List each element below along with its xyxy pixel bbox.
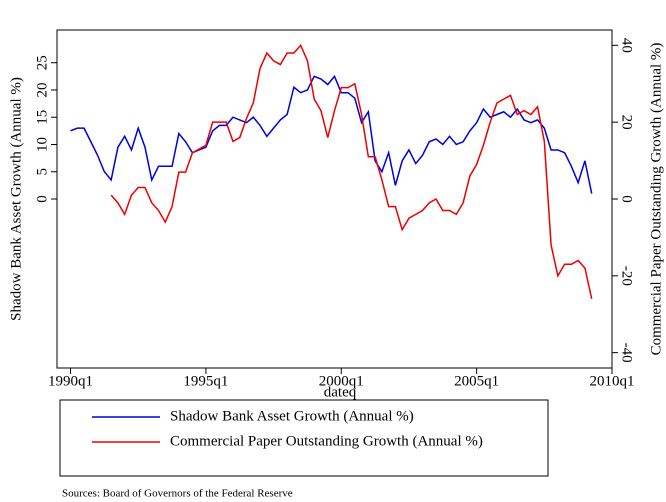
y2-tick-label: -40 [619, 343, 635, 363]
legend [59, 399, 549, 477]
x-tick-label: 2000q1 [319, 373, 364, 389]
legend-label: Shadow Bank Asset Growth (Annual %) [170, 408, 414, 424]
y2-tick-label: 0 [619, 195, 635, 203]
series-line [70, 74, 593, 194]
y-tick-label: 15 [34, 110, 50, 125]
y2-axis-title: Commercial Paper Outstanding Growth (Ann… [648, 43, 664, 356]
y-axis-title: Shadow Bank Asset Growth (Annual %) [8, 77, 24, 321]
plot-frame [56, 29, 613, 369]
x-tick-label: 1995q1 [183, 373, 228, 389]
legend-label: Commercial Paper Outstanding Growth (Ann… [170, 433, 483, 449]
y2-tick-label: 40 [619, 38, 635, 53]
x-axis-title: dateq [324, 384, 357, 400]
y-tick-label: 10 [34, 137, 50, 152]
y-tick-label: 0 [34, 195, 50, 203]
y-tick-label: 5 [34, 168, 50, 176]
x-tick-label: 2005q1 [454, 373, 499, 389]
x-tick-label: 2010q1 [590, 373, 635, 389]
y2-tick-label: 20 [619, 115, 635, 130]
x-tick-label: 1990q1 [48, 373, 93, 389]
y2-tick-label: -20 [619, 266, 635, 286]
y-tick-label: 20 [34, 82, 50, 97]
y-tick-label: 25 [34, 55, 50, 70]
series-line [110, 43, 593, 300]
source-note: Sources: Board of Governors of the Feder… [62, 488, 293, 500]
